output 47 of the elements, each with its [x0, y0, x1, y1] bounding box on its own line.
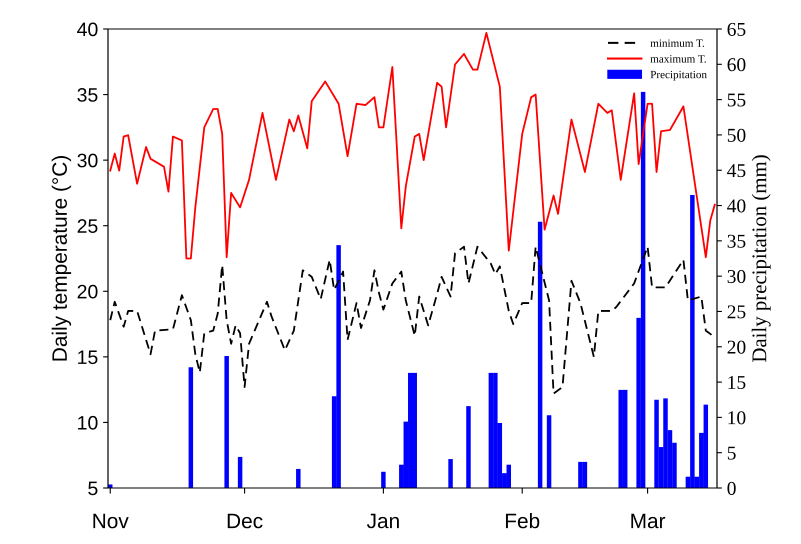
y2-tick-label: 45 [727, 164, 746, 178]
bar [622, 390, 628, 488]
bar [238, 456, 242, 488]
x-tick-label: Nov [93, 514, 129, 528]
bar [488, 372, 494, 488]
y-tick-label: 25 [78, 219, 98, 233]
y-tick-label: 20 [78, 284, 98, 299]
legend-label: Precipitation [650, 70, 707, 81]
y2-tick-label: 10 [728, 411, 746, 424]
y2-tick-label: 30 [728, 270, 746, 284]
y-tick-label: 15 [78, 350, 98, 364]
y-tick-label: 30 [77, 154, 98, 168]
bar [336, 245, 341, 488]
y2-tick-label: 25 [728, 305, 746, 318]
y2-axis-title: Daily precipitation (mm) [752, 155, 771, 362]
bar [546, 415, 552, 488]
y2-tick-label: 65 [728, 22, 746, 36]
line-series [109, 32, 716, 260]
bar [448, 459, 453, 488]
y-tick-label: 40 [77, 22, 98, 36]
legend-label: minimum T. [650, 39, 704, 47]
y-tick-label: 5 [88, 482, 98, 496]
x-tick-label: Jan [366, 514, 399, 528]
bar [224, 356, 229, 488]
bar [381, 472, 386, 488]
x-tick-label: Mar [631, 514, 666, 528]
x-tick-label: Feb [506, 513, 540, 528]
legend-label: maximum T. [650, 55, 706, 63]
bar [578, 462, 583, 488]
y2-tick-label: 60 [728, 58, 746, 72]
y2-tick-label: 55 [728, 94, 746, 107]
y2-tick-label: 35 [728, 234, 746, 248]
y2-tick-label: 20 [728, 340, 746, 354]
y2-tick-label: 5 [728, 446, 736, 460]
y-tick-label: 35 [77, 88, 98, 102]
bar [640, 92, 646, 488]
x-tick-label: Dec [228, 514, 263, 528]
y2-tick-label: 0 [727, 482, 736, 495]
bar [296, 468, 301, 488]
bar [538, 222, 542, 488]
bar [188, 367, 194, 488]
bar [466, 406, 471, 488]
y-tick-label: 10 [78, 416, 98, 430]
y2-tick-label: 50 [728, 128, 746, 142]
y2-tick-label: 40 [727, 199, 746, 212]
y2-tick-label: 15 [728, 376, 746, 390]
y-axis-title: Daily temperature (°C) [52, 156, 72, 361]
